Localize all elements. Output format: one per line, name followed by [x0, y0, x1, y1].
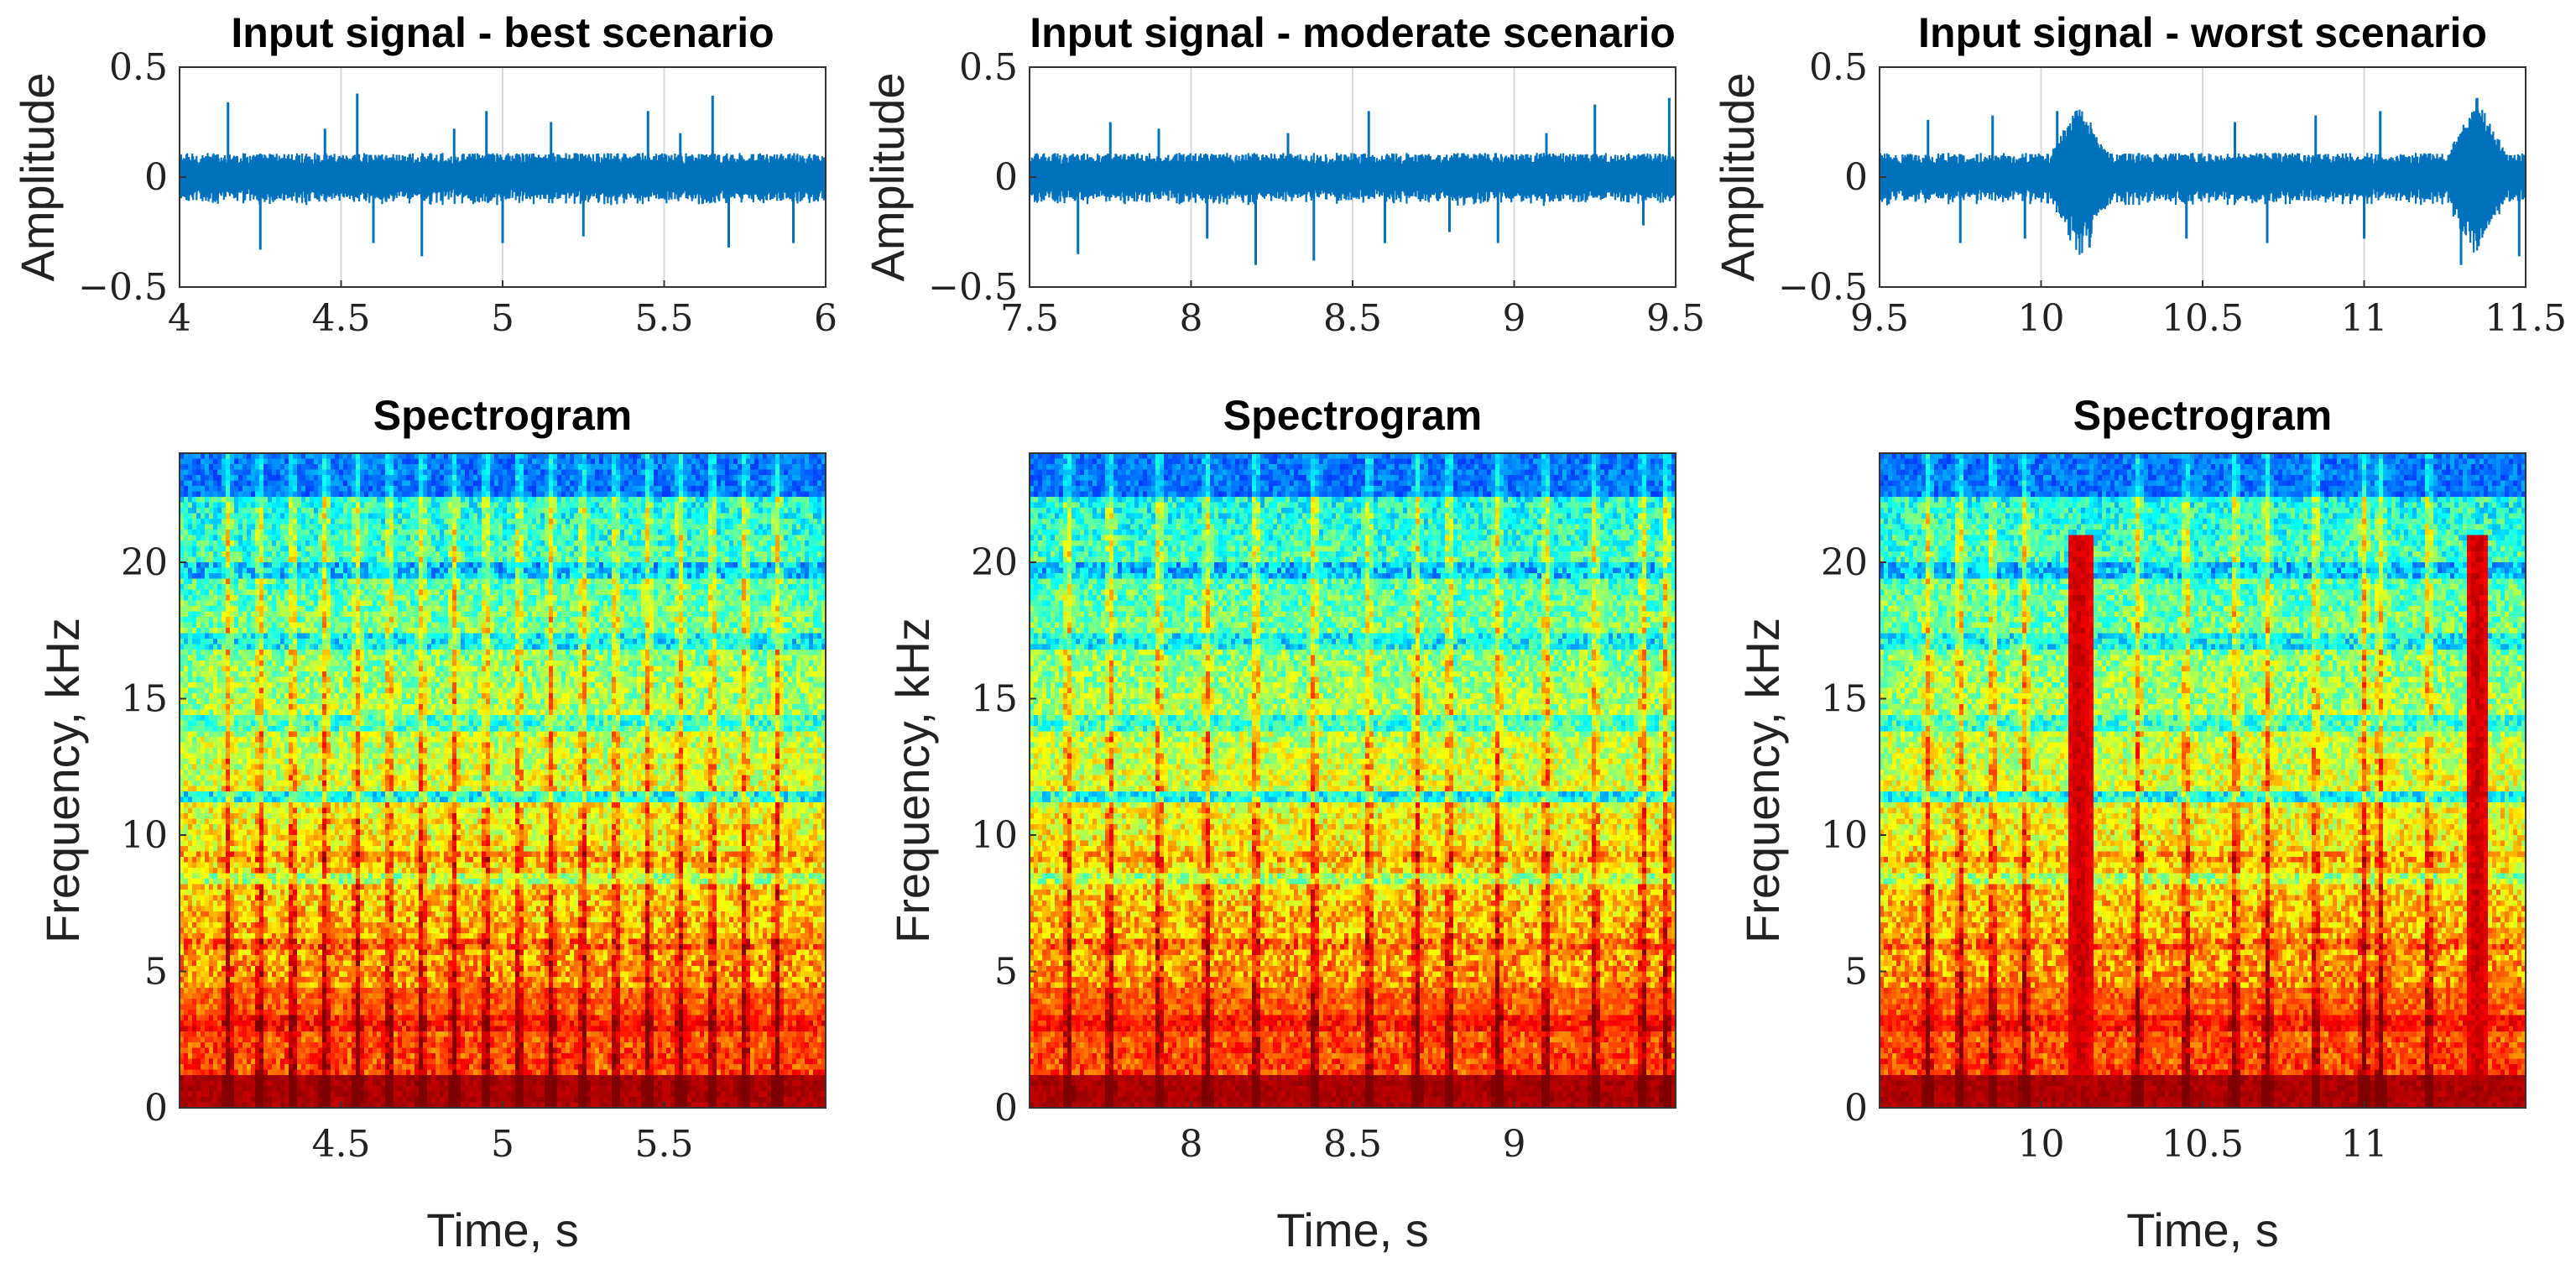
- y-tick-label: 15: [121, 678, 168, 721]
- x-tick-label: 4.5: [312, 1123, 371, 1166]
- chart-title: Input signal - best scenario: [231, 9, 774, 56]
- y-axis-label: Amplitude: [1711, 72, 1764, 281]
- x-axis-label: Time, s: [2126, 1203, 2278, 1256]
- y-tick-label: 0: [1844, 156, 1868, 199]
- y-tick-label: 0: [1844, 1087, 1868, 1130]
- signal-panel: 9.5 10 10.5 11 11.5−0.500.5: [1778, 46, 2567, 340]
- x-tick-label: 9.5: [1646, 297, 1705, 340]
- x-tick-label: 8.5: [1323, 1123, 1382, 1166]
- x-tick-label: 4: [168, 297, 191, 340]
- x-tick-label: 5: [491, 297, 514, 340]
- x-axis-label: Time, s: [1276, 1203, 1428, 1256]
- x-tick-label: 8: [1180, 1123, 1203, 1166]
- chart-title: Spectrogram: [1223, 392, 1482, 439]
- y-tick-label: −0.5: [78, 266, 168, 309]
- y-tick-label: 0.5: [109, 46, 168, 89]
- y-tick-label: 5: [994, 951, 1018, 994]
- x-tick-label: 5.5: [635, 1123, 694, 1166]
- x-tick-label: 5: [491, 1123, 514, 1166]
- x-tick-label: 4.5: [312, 297, 371, 340]
- y-tick-label: 5: [1844, 951, 1868, 994]
- y-tick-label: 0: [994, 1087, 1018, 1130]
- y-tick-label: 20: [971, 541, 1018, 584]
- x-tick-label: 10.5: [2161, 1123, 2244, 1166]
- x-tick-label: 9: [1503, 1123, 1526, 1166]
- spectrogram-panel: 8 8.5 9 0 5 10 15 20 Time, s: [971, 453, 1676, 1256]
- x-tick-label: 6: [814, 297, 837, 340]
- y-tick-label: 15: [1821, 678, 1868, 721]
- y-tick-label: 0.5: [959, 46, 1018, 89]
- x-tick-label: 10: [2018, 1123, 2065, 1166]
- x-tick-label: 10.5: [2161, 297, 2244, 340]
- x-tick-label: 10: [2018, 297, 2065, 340]
- chart-title: Input signal - worst scenario: [1918, 9, 2487, 56]
- y-axis-label: Amplitude: [11, 72, 64, 281]
- y-tick-label: −0.5: [1778, 266, 1868, 309]
- chart-title: Spectrogram: [2073, 392, 2332, 439]
- signal-panel: 7.5 8 8.5 9 9.5−0.500.5: [928, 46, 1705, 340]
- y-axis-label: Frequency, kHz: [36, 618, 89, 943]
- y-tick-label: 5: [144, 951, 168, 994]
- x-tick-label: 9: [1503, 297, 1526, 340]
- spectrogram-image: [1030, 453, 1676, 1109]
- signal-panel: 4 4.5 5 5.5 6 −0.5 0 0.5: [78, 46, 837, 340]
- y-axis-label: Amplitude: [861, 72, 914, 281]
- y-tick-label: 0.5: [1809, 46, 1868, 89]
- chart-title: Spectrogram: [373, 392, 632, 439]
- y-tick-label: 15: [971, 678, 1018, 721]
- y-tick-label: 10: [121, 814, 168, 857]
- chart-title: Input signal - moderate scenario: [1030, 9, 1676, 56]
- x-tick-label: 8: [1180, 297, 1203, 340]
- y-tick-label: 20: [121, 541, 168, 584]
- spectrogram-panel: 4.5 5 5.5 0 5 10 15 20 Time, s: [121, 453, 827, 1256]
- x-tick-label: 11: [2341, 297, 2388, 340]
- x-tick-label: 5.5: [635, 297, 694, 340]
- y-tick-label: −0.5: [928, 266, 1018, 309]
- y-axis-label: Frequency, kHz: [1736, 618, 1789, 943]
- spectrogram-panel: 10 10.5 11 0 5 10 15 20 Time, s: [1821, 453, 2526, 1256]
- y-tick-label: 10: [971, 814, 1018, 857]
- x-tick-label: 11.5: [2485, 297, 2567, 340]
- x-axis-label: Time, s: [426, 1203, 578, 1256]
- x-tick-label: 8.5: [1323, 297, 1382, 340]
- x-tick-label: 11: [2341, 1123, 2388, 1166]
- y-tick-label: 10: [1821, 814, 1868, 857]
- y-tick-label: 0: [994, 156, 1018, 199]
- y-axis-label: Frequency, kHz: [886, 618, 939, 943]
- spectrogram-image: [1880, 453, 2526, 1109]
- y-tick-label: 20: [1821, 541, 1868, 584]
- y-tick-label: 0: [144, 1087, 168, 1130]
- y-tick-label: 0: [144, 156, 168, 199]
- spectrogram-image: [180, 453, 827, 1109]
